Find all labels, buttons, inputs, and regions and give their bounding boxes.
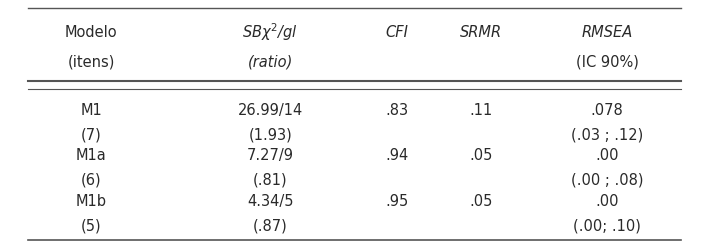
Text: (ratio): (ratio) (248, 54, 293, 69)
Text: (1.93): (1.93) (249, 127, 292, 142)
Text: M1: M1 (81, 102, 102, 117)
Text: .83: .83 (385, 102, 408, 117)
Text: 7.27/9: 7.27/9 (247, 148, 293, 163)
Text: .11: .11 (469, 102, 493, 117)
Text: .078: .078 (591, 102, 623, 117)
Text: Modelo: Modelo (65, 25, 117, 40)
Text: (.00; .10): (.00; .10) (574, 217, 641, 232)
Text: SRMR: SRMR (460, 25, 502, 40)
Text: 26.99/14: 26.99/14 (238, 102, 303, 117)
Text: RMSEA: RMSEA (581, 25, 633, 40)
Text: (.87): (.87) (253, 217, 288, 232)
Text: .05: .05 (469, 148, 493, 163)
Text: (.00 ; .08): (.00 ; .08) (571, 172, 644, 187)
Text: (itens): (itens) (67, 54, 115, 69)
Text: 4.34/5: 4.34/5 (247, 193, 293, 208)
Text: .05: .05 (469, 193, 493, 208)
Text: (7): (7) (81, 127, 102, 142)
Text: (6): (6) (81, 172, 102, 187)
Text: .00: .00 (595, 148, 619, 163)
Text: SB$\chi^2$/gl: SB$\chi^2$/gl (242, 21, 298, 43)
Text: CFI: CFI (385, 25, 408, 40)
Text: (.03 ; .12): (.03 ; .12) (571, 127, 643, 142)
Text: .00: .00 (595, 193, 619, 208)
Text: .95: .95 (385, 193, 409, 208)
Text: M1a: M1a (76, 148, 107, 163)
Text: (IC 90%): (IC 90%) (576, 54, 639, 69)
Text: .94: .94 (385, 148, 409, 163)
Text: (5): (5) (81, 217, 102, 232)
Text: (.81): (.81) (253, 172, 288, 187)
Text: M1b: M1b (76, 193, 107, 208)
